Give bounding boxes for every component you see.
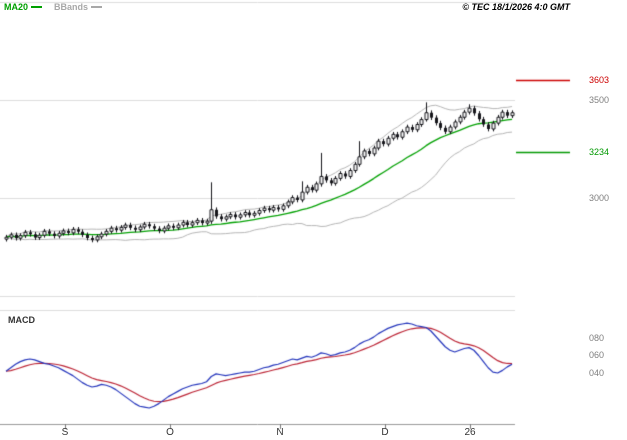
ma20-legend-label: MA20 [4, 2, 29, 12]
x-axis-label-november: N [276, 427, 284, 438]
ma20-line-swatch-icon [31, 6, 43, 8]
price-label-support: 3234 [589, 147, 610, 157]
bbands-legend-label: BBands [54, 2, 89, 12]
macd-label-040: 040 [589, 368, 605, 378]
price-label-resistance: 3603 [589, 75, 610, 85]
x-axis-label-september: S [61, 427, 69, 438]
x-axis-label-october: O [166, 427, 174, 438]
legend: MA20 BBands [4, 2, 103, 12]
legend-item-ma20: MA20 [4, 2, 43, 12]
macd-label-080: 080 [589, 333, 605, 343]
price-label-3500: 3500 [589, 95, 610, 105]
price-label-3000: 3000 [589, 193, 610, 203]
macd-panel-title: MACD [8, 315, 35, 325]
copyright-notice: © TEC 18/1/2026 4:0 GMT [462, 2, 570, 12]
macd-label-060: 060 [589, 350, 605, 360]
x-axis-label-26: 26 [464, 427, 476, 438]
bbands-line-swatch-icon [91, 6, 103, 8]
legend-item-bbands: BBands [54, 2, 103, 12]
x-axis-label-december: D [381, 427, 389, 438]
